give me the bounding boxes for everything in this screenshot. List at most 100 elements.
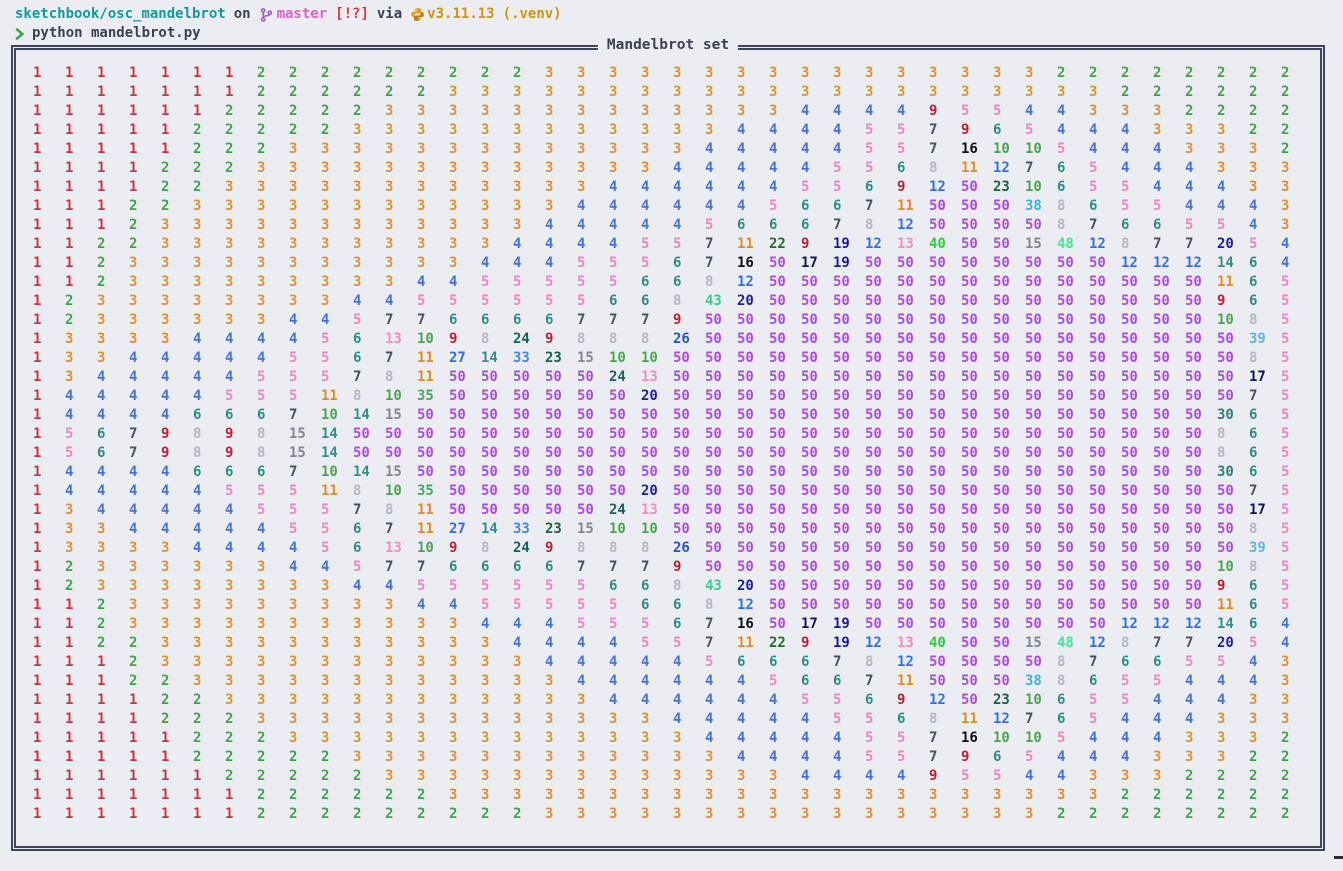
grid-cell: 3	[641, 806, 650, 822]
grid-cell: 2	[225, 749, 234, 765]
grid-cell: 15	[385, 464, 402, 480]
grid-cell: 3	[641, 711, 650, 727]
grid-cell: 15	[577, 350, 594, 366]
grid-cell: 2	[257, 84, 266, 100]
grid-cell: 5	[289, 502, 298, 518]
grid-cell: 4	[193, 350, 202, 366]
grid-cell: 50	[1217, 388, 1234, 404]
grid-cell: 19	[833, 236, 850, 252]
grid-cell: 50	[1089, 578, 1106, 594]
grid-cell: 3	[321, 141, 330, 157]
grid-cell: 4	[833, 103, 842, 119]
grid-cell: 4	[289, 331, 298, 347]
grid-cell: 50	[865, 293, 882, 309]
grid-cell: 2	[225, 730, 234, 746]
grid-cell: 5	[257, 483, 266, 499]
grid-cell: 50	[769, 559, 786, 575]
grid-cell: 1	[129, 65, 138, 81]
grid-cell: 3	[769, 806, 778, 822]
grid-cell: 50	[897, 312, 914, 328]
grid-cell: 5	[897, 141, 906, 157]
grid-cell: 3	[193, 312, 202, 328]
grid-cell: 9	[961, 749, 970, 765]
grid-cell: 3	[897, 84, 906, 100]
grid-cell: 3	[1217, 122, 1226, 138]
grid-cell: 50	[1185, 274, 1202, 290]
grid-cell: 4	[1153, 141, 1162, 157]
grid-cell: 7	[289, 464, 298, 480]
grid-cell: 4	[769, 730, 778, 746]
grid-cell: 3	[161, 236, 170, 252]
grid-cell: 7	[1185, 236, 1194, 252]
grid-cell: 1	[161, 730, 170, 746]
python-logo-icon	[410, 7, 425, 22]
grid-cell: 3	[513, 692, 522, 708]
grid-cell: 8	[1249, 521, 1258, 537]
grid-cell: 1	[65, 692, 74, 708]
grid-cell: 6	[641, 597, 650, 613]
grid-cell: 7	[705, 635, 714, 651]
grid-cell: 1	[161, 122, 170, 138]
grid-cell: 3	[161, 654, 170, 670]
grid-cell: 50	[929, 312, 946, 328]
grid-row: 1 5 6 7 9 8 9 8 15 14 50 50 50 50 50 50 50 50 50 50 50 50 50 50…	[33, 442, 1313, 461]
grid-cell: 3	[385, 692, 394, 708]
grid-cell: 4	[1025, 103, 1034, 119]
grid-cell: 4	[193, 369, 202, 385]
grid-cell: 3	[257, 597, 266, 613]
grid-cell: 2	[257, 768, 266, 784]
grid-cell: 2	[513, 65, 522, 81]
grid-cell: 3	[385, 141, 394, 157]
grid-cell: 50	[1153, 388, 1170, 404]
grid-cell: 3	[321, 635, 330, 651]
grid-cell: 6	[257, 407, 266, 423]
grid-cell: 50	[1089, 293, 1106, 309]
grid-cell: 50	[1217, 540, 1234, 556]
grid-cell: 50	[961, 293, 978, 309]
grid-cell: 50	[929, 483, 946, 499]
grid-cell: 6	[673, 597, 682, 613]
grid-cell: 50	[513, 407, 530, 423]
grid-cell: 8	[385, 502, 394, 518]
grid-cell: 1	[33, 787, 42, 803]
grid-cell: 4	[673, 179, 682, 195]
grid-cell: 50	[897, 274, 914, 290]
grid-cell: 50	[1025, 597, 1042, 613]
grid-cell: 50	[1057, 464, 1074, 480]
grid-cell: 2	[1057, 806, 1066, 822]
grid-cell: 5	[641, 616, 650, 632]
grid-cell: 50	[993, 635, 1010, 651]
grid-cell: 7	[929, 141, 938, 157]
grid-cell: 8	[257, 445, 266, 461]
grid-cell: 3	[577, 692, 586, 708]
grid-cell: 3	[225, 217, 234, 233]
grid-cell: 4	[705, 673, 714, 689]
grid-cell: 6	[353, 540, 362, 556]
grid-cell: 6	[641, 293, 650, 309]
grid-cell: 50	[833, 331, 850, 347]
grid-cell: 4	[1089, 122, 1098, 138]
grid-cell: 3	[1153, 103, 1162, 119]
grid-cell: 11	[417, 521, 434, 537]
grid-cell: 50	[1217, 350, 1234, 366]
grid-cell: 50	[449, 502, 466, 518]
grid-cell: 50	[993, 274, 1010, 290]
grid-cell: 50	[897, 597, 914, 613]
grid-cell: 4	[737, 692, 746, 708]
grid-cell: 6	[801, 198, 810, 214]
grid-cell: 50	[769, 388, 786, 404]
grid-cell: 50	[897, 559, 914, 575]
grid-cell: 3	[513, 768, 522, 784]
grid-cell: 48	[1057, 635, 1074, 651]
grid-cell: 3	[449, 179, 458, 195]
grid-cell: 14	[353, 464, 370, 480]
grid-cell: 19	[833, 635, 850, 651]
grid-cell: 2	[65, 578, 74, 594]
grid-cell: 2	[225, 141, 234, 157]
grid-cell: 1	[97, 103, 106, 119]
grid-cell: 50	[1025, 578, 1042, 594]
grid-cell: 3	[385, 635, 394, 651]
grid-cell: 50	[833, 312, 850, 328]
grid-cell: 50	[705, 559, 722, 575]
